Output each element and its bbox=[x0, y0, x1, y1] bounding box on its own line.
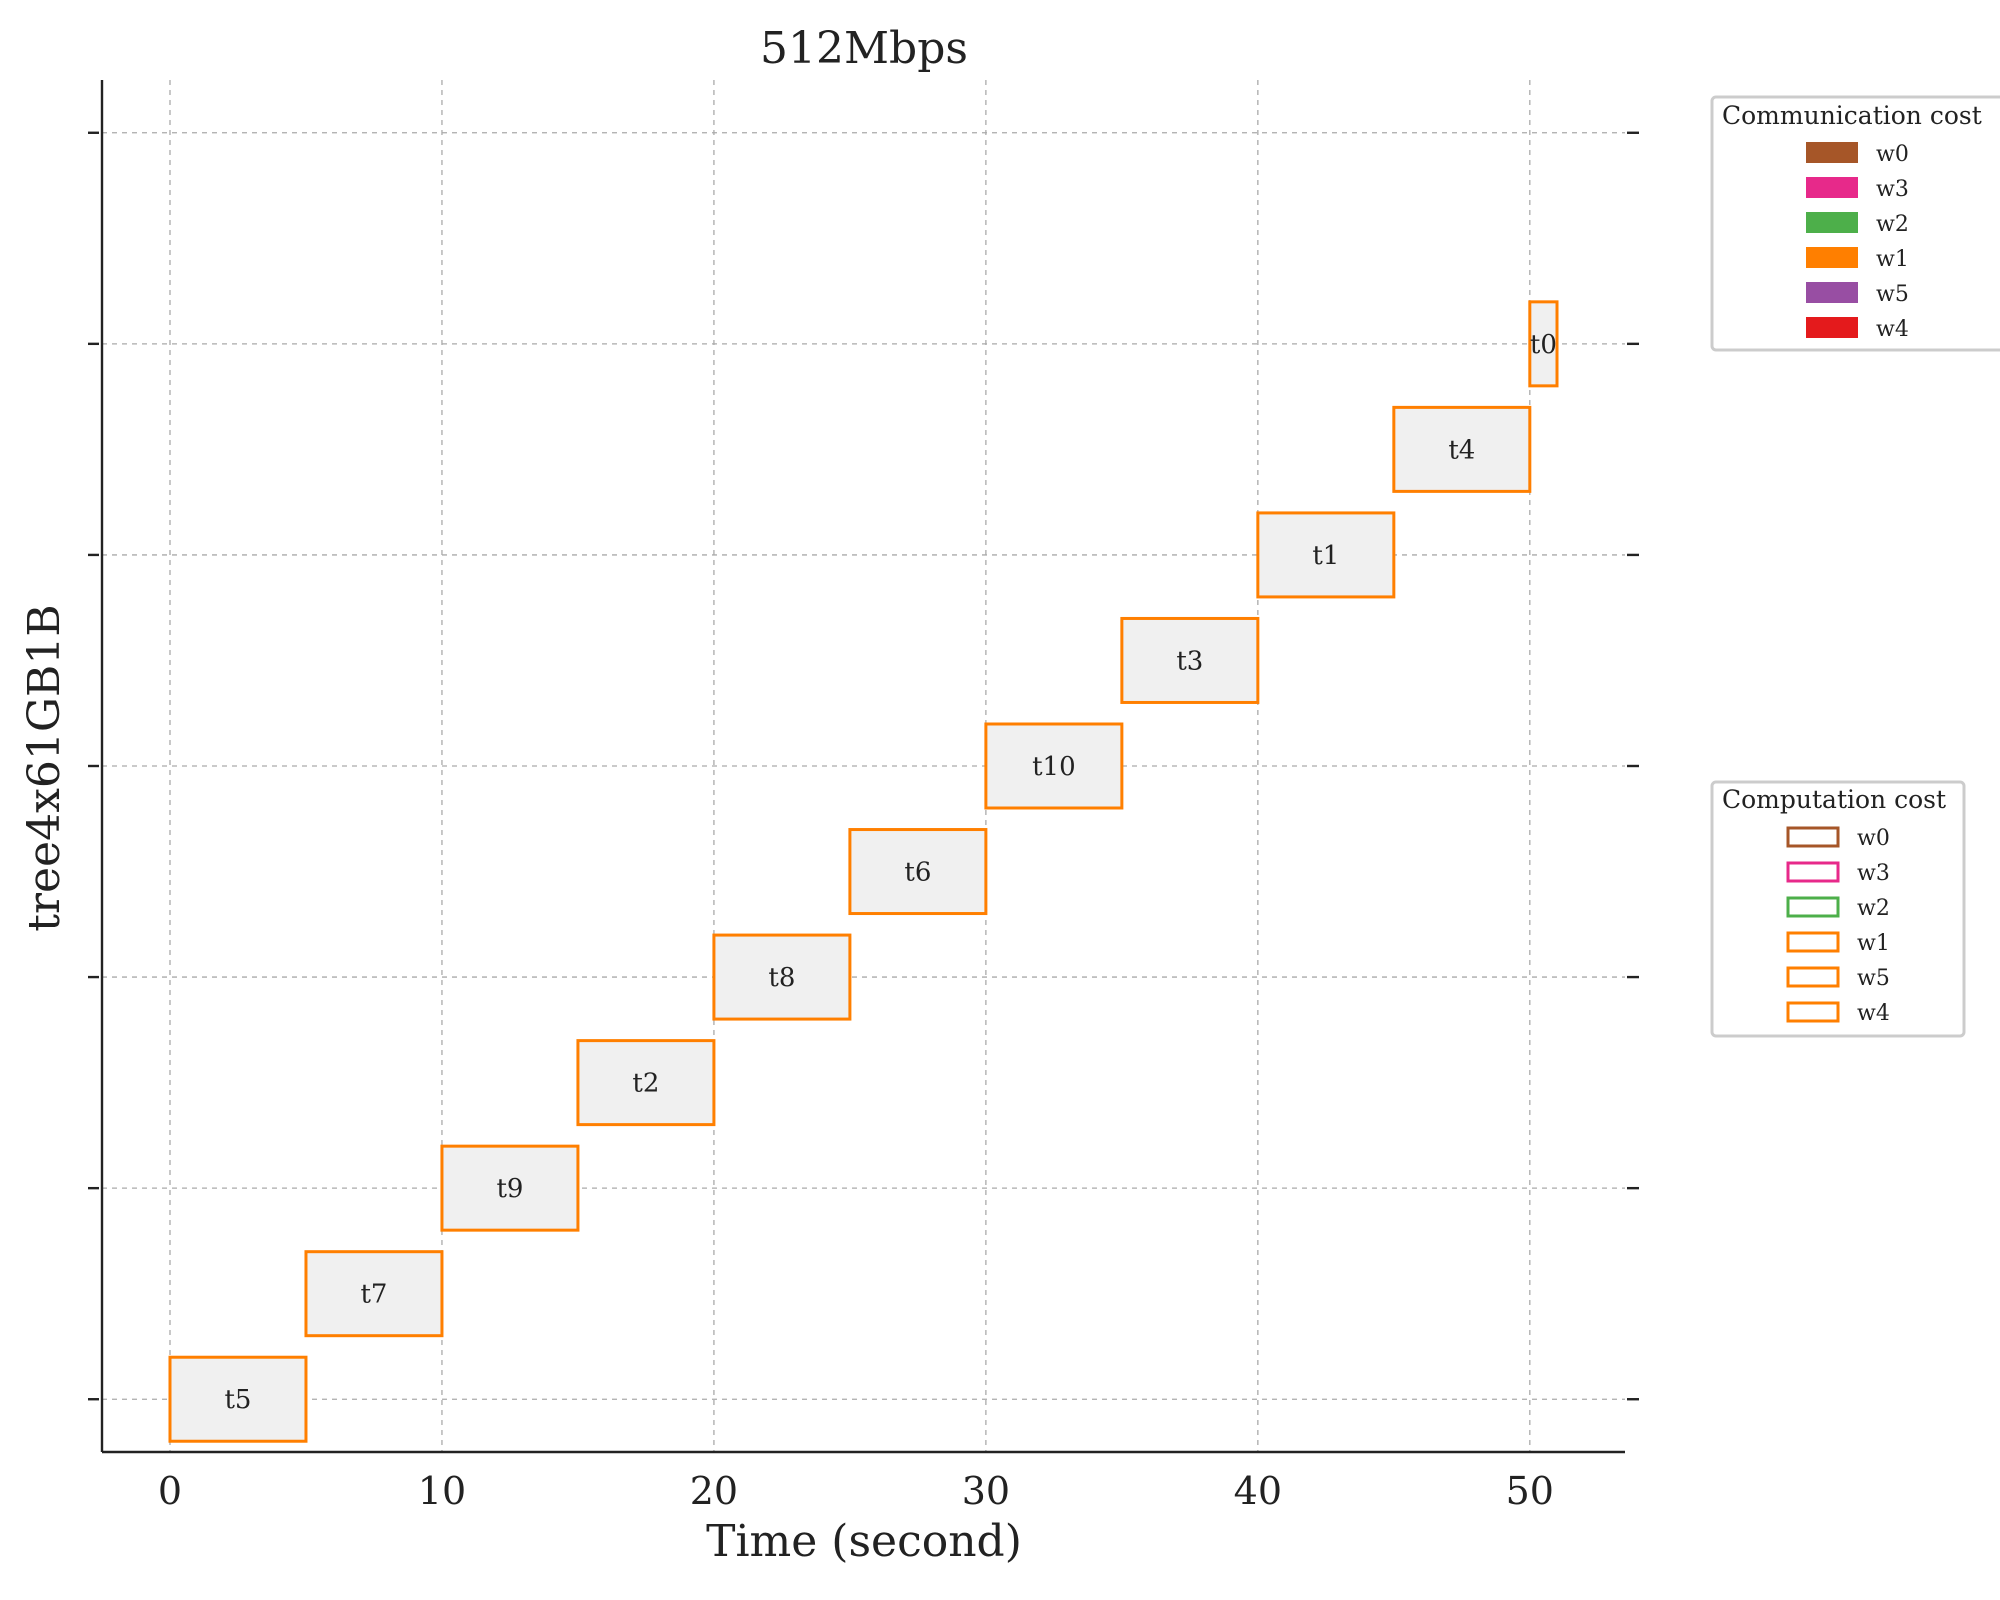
legend-label: w5 bbox=[1857, 966, 1890, 991]
legend-swatch-w3 bbox=[1786, 861, 1840, 883]
task-bar-t1 bbox=[1256, 511, 1396, 599]
task-label: t1 bbox=[1312, 541, 1339, 571]
legend-swatch-w3 bbox=[1806, 177, 1858, 198]
legend-label: w3 bbox=[1876, 177, 1909, 202]
legend-swatch-w2 bbox=[1786, 896, 1840, 918]
task-label: t7 bbox=[360, 1280, 387, 1310]
task-bar-t9 bbox=[440, 1144, 580, 1232]
legend-label: w4 bbox=[1857, 1001, 1890, 1026]
legend-label: w1 bbox=[1857, 931, 1890, 956]
x-tick-label: 10 bbox=[418, 1469, 466, 1513]
task-label: t3 bbox=[1176, 646, 1203, 676]
legend-label: w4 bbox=[1876, 317, 1909, 342]
legend-swatch-w0 bbox=[1806, 142, 1858, 163]
axes bbox=[100, 80, 1625, 1454]
chart-title: 512Mbps bbox=[760, 23, 968, 74]
legend-swatch-w4 bbox=[1806, 317, 1858, 338]
grid bbox=[102, 80, 1625, 1452]
task-label: t9 bbox=[496, 1174, 523, 1204]
legend-swatch-w0 bbox=[1786, 826, 1840, 848]
ticks: 0 10 20 30 40 50 bbox=[88, 131, 1639, 1513]
task-bar-t0 bbox=[1528, 300, 1559, 388]
task-bar-t2 bbox=[576, 1039, 716, 1127]
task-label: t4 bbox=[1448, 435, 1475, 465]
x-axis-label: Time (second) bbox=[706, 1516, 1022, 1567]
task-label: t2 bbox=[632, 1069, 659, 1099]
task-bar-t4 bbox=[1392, 405, 1532, 493]
legend-label: w0 bbox=[1857, 826, 1890, 851]
legend-swatch-w5 bbox=[1806, 282, 1858, 303]
task-bars: t5 t7 t9 t2 t8 t6 t10 t3 t1 t4 t0 bbox=[168, 300, 1559, 1443]
legend-swatch-w1 bbox=[1806, 247, 1858, 268]
x-tick-label: 30 bbox=[962, 1469, 1010, 1513]
legend-swatch-w4 bbox=[1786, 1001, 1840, 1023]
x-tick-label: 0 bbox=[158, 1469, 182, 1513]
task-label: t5 bbox=[224, 1385, 251, 1415]
task-bar-t10 bbox=[984, 722, 1124, 810]
legend-label: w3 bbox=[1857, 861, 1890, 886]
legend-label: w1 bbox=[1876, 247, 1909, 272]
task-bar-t3 bbox=[1120, 616, 1260, 704]
legend-swatch-w1 bbox=[1786, 931, 1840, 953]
y-axis-label: tree4x61GB1B bbox=[19, 604, 70, 931]
legend-label: w0 bbox=[1876, 142, 1909, 167]
legend-label: w2 bbox=[1857, 896, 1890, 921]
legend-title: Communication cost bbox=[1722, 101, 1982, 130]
x-tick-label: 50 bbox=[1506, 1469, 1554, 1513]
task-bar-t5 bbox=[168, 1355, 308, 1443]
x-tick-label: 20 bbox=[690, 1469, 738, 1513]
legend-swatch-w2 bbox=[1806, 212, 1858, 233]
task-label: t0 bbox=[1530, 330, 1557, 360]
legend-swatch-w5 bbox=[1786, 966, 1840, 988]
task-bar-t7 bbox=[304, 1250, 444, 1338]
communication-cost-legend: Communication cost w0 w3 w2 w1 w5 w4 bbox=[1710, 95, 2000, 352]
task-bar-t6 bbox=[848, 828, 988, 916]
legend-title: Computation cost bbox=[1722, 785, 1946, 814]
legend-label: w2 bbox=[1876, 212, 1909, 237]
task-label: t6 bbox=[904, 858, 931, 888]
x-tick-label: 40 bbox=[1234, 1469, 1282, 1513]
task-label: t8 bbox=[768, 963, 795, 993]
computation-cost-legend: Computation cost w0 w3 w2 w1 w5 w4 bbox=[1710, 780, 1966, 1038]
legend-label: w5 bbox=[1876, 282, 1909, 307]
task-bar-t8 bbox=[712, 933, 852, 1021]
task-label: t10 bbox=[1032, 752, 1076, 782]
